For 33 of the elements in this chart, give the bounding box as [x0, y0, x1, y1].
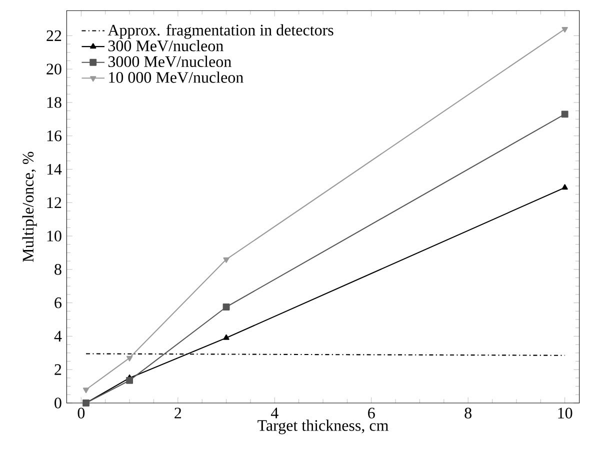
y-tick-label: 16	[47, 130, 62, 142]
y-tick-label: 6	[54, 297, 62, 308]
y-tick-label: 14	[47, 164, 62, 175]
point	[561, 110, 568, 118]
y-tick-label: 20	[46, 64, 62, 74]
legend-label: 3000 MeV/nucleon	[108, 56, 232, 68]
x-tick-label: 6	[368, 408, 375, 418]
point	[223, 334, 230, 340]
x-tick-label: 0	[78, 408, 85, 418]
y-tick-label: 8	[54, 264, 62, 275]
y-tick-label: 12	[47, 197, 62, 208]
x-tick-label: 4	[270, 408, 278, 418]
point	[562, 184, 568, 190]
x-tick-label: 2	[174, 408, 182, 418]
y-tick-label: 22	[46, 30, 62, 41]
y-tick-label: 2	[54, 364, 62, 375]
point	[222, 304, 230, 310]
point	[126, 376, 134, 384]
point	[562, 27, 568, 32]
x-tick-label: 10	[558, 408, 572, 418]
point	[126, 356, 133, 362]
legend-label: 300 MeV/nucleon	[108, 40, 224, 52]
y-tick-label: 0	[54, 398, 62, 408]
legend-label: 10 000 MeV/nucleon	[109, 72, 244, 83]
y-tick-label: 4	[54, 330, 62, 342]
y-tick-label: 18	[47, 97, 62, 108]
y-axis-title: Multiple/once, %	[22, 152, 37, 262]
legend-label: Approx. fragmentation in detectors	[108, 24, 334, 39]
point	[223, 257, 230, 263]
x-tick-label: 8	[464, 408, 472, 418]
y-tick-label: 10	[47, 230, 62, 242]
point	[82, 388, 90, 394]
x-axis-title: Target thickness, cm	[258, 420, 388, 434]
